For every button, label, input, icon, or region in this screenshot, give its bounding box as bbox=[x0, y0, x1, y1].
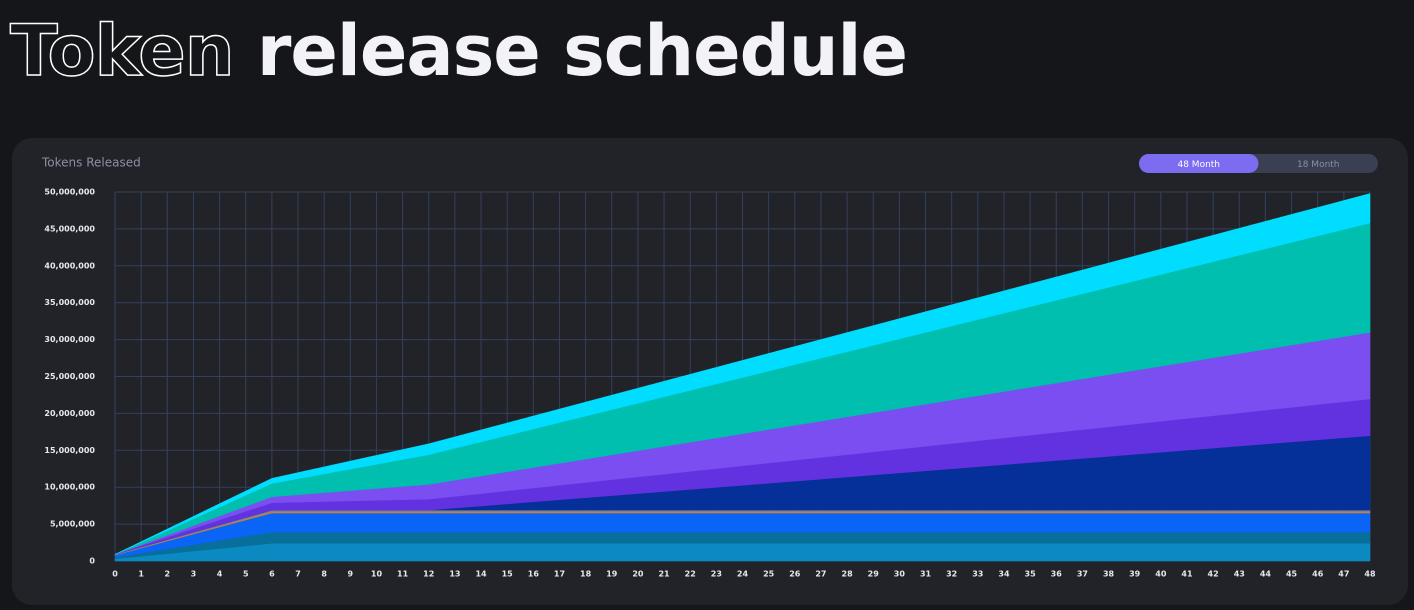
x-tick-label: 7 bbox=[295, 570, 301, 579]
x-tick-label: 6 bbox=[269, 570, 275, 579]
y-tick-label: 15,000,000 bbox=[44, 446, 95, 455]
x-tick-label: 12 bbox=[423, 570, 434, 579]
title-bold: release schedule bbox=[257, 10, 907, 92]
toggle-active bbox=[1139, 154, 1259, 173]
page-title: Token release schedule bbox=[10, 10, 907, 92]
title-outline: Token bbox=[10, 10, 234, 92]
x-tick-label: 24 bbox=[737, 570, 749, 579]
areas bbox=[114, 193, 1371, 562]
y-tick-label: 5,000,000 bbox=[50, 520, 95, 529]
x-tick-label: 19 bbox=[606, 570, 618, 579]
x-tick-label: 13 bbox=[449, 570, 460, 579]
y-tick-label: 10,000,000 bbox=[44, 483, 95, 492]
x-tick-label: 8 bbox=[321, 570, 327, 579]
x-tick-label: 5 bbox=[243, 570, 249, 579]
x-tick-label: 23 bbox=[711, 570, 722, 579]
chart-title: Tokens Released bbox=[41, 156, 141, 170]
y-tick-label: 30,000,000 bbox=[44, 335, 95, 344]
area bbox=[114, 543, 1371, 562]
x-tick-label: 15 bbox=[502, 570, 514, 579]
x-tick-label: 30 bbox=[894, 570, 906, 579]
x-tick-label: 37 bbox=[1077, 570, 1088, 579]
area bbox=[114, 193, 1371, 555]
x-tick-label: 3 bbox=[191, 570, 197, 579]
x-tick-label: 31 bbox=[920, 570, 932, 579]
x-tick-label: 43 bbox=[1234, 570, 1245, 579]
x-tick-label: 34 bbox=[998, 570, 1010, 579]
x-tick-label: 4 bbox=[217, 570, 223, 579]
ticks: 0 5,000,000 10,000,000 15,000,000 20,000,000… bbox=[44, 188, 1376, 579]
y-tick-label: 20,000,000 bbox=[44, 409, 95, 418]
x-tick-label: 1 bbox=[138, 570, 144, 579]
y-tick-label: 25,000,000 bbox=[44, 372, 95, 381]
x-tick-label: 26 bbox=[789, 570, 801, 579]
x-tick-label: 25 bbox=[763, 570, 775, 579]
x-tick-label: 40 bbox=[1155, 570, 1167, 579]
x-tick-label: 41 bbox=[1181, 570, 1193, 579]
x-tick-label: 32 bbox=[946, 570, 957, 579]
x-tick-label: 14 bbox=[475, 570, 487, 579]
y-tick-label: 40,000,000 bbox=[44, 261, 95, 270]
y-tick-label: 35,000,000 bbox=[44, 298, 95, 307]
x-tick-label: 39 bbox=[1129, 570, 1141, 579]
x-tick-label: 36 bbox=[1051, 570, 1063, 579]
toggle-option[interactable]: 18 Month bbox=[1297, 160, 1340, 170]
x-tick-label: 38 bbox=[1103, 570, 1115, 579]
x-tick-label: 42 bbox=[1208, 570, 1219, 579]
y-tick-label: 0 bbox=[89, 557, 95, 566]
x-tick-label: 33 bbox=[972, 570, 983, 579]
x-tick-label: 45 bbox=[1286, 570, 1298, 579]
x-tick-label: 29 bbox=[868, 570, 880, 579]
x-tick-label: 27 bbox=[815, 570, 826, 579]
x-tick-label: 20 bbox=[632, 570, 644, 579]
y-tick-label: 50,000,000 bbox=[44, 188, 95, 197]
x-tick-label: 11 bbox=[397, 570, 409, 579]
x-tick-label: 21 bbox=[658, 570, 670, 579]
x-tick-label: 48 bbox=[1364, 570, 1376, 579]
toggle-option[interactable]: 48 Month bbox=[1177, 160, 1220, 170]
x-tick-label: 28 bbox=[842, 570, 854, 579]
x-tick-label: 0 bbox=[112, 570, 118, 579]
x-tick-label: 44 bbox=[1260, 570, 1272, 579]
x-tick-label: 9 bbox=[348, 570, 354, 579]
x-tick-label: 10 bbox=[371, 570, 383, 579]
x-tick-label: 2 bbox=[165, 570, 171, 579]
x-tick-label: 22 bbox=[685, 570, 696, 579]
x-tick-label: 17 bbox=[554, 570, 565, 579]
x-tick-label: 47 bbox=[1338, 570, 1349, 579]
x-tick-label: 16 bbox=[528, 570, 540, 579]
x-tick-label: 35 bbox=[1025, 570, 1037, 579]
y-tick-label: 45,000,000 bbox=[44, 224, 95, 233]
x-tick-label: 46 bbox=[1312, 570, 1324, 579]
range-toggle: 48 Month 18 Month bbox=[1139, 154, 1378, 173]
x-tick-label: 18 bbox=[580, 570, 592, 579]
